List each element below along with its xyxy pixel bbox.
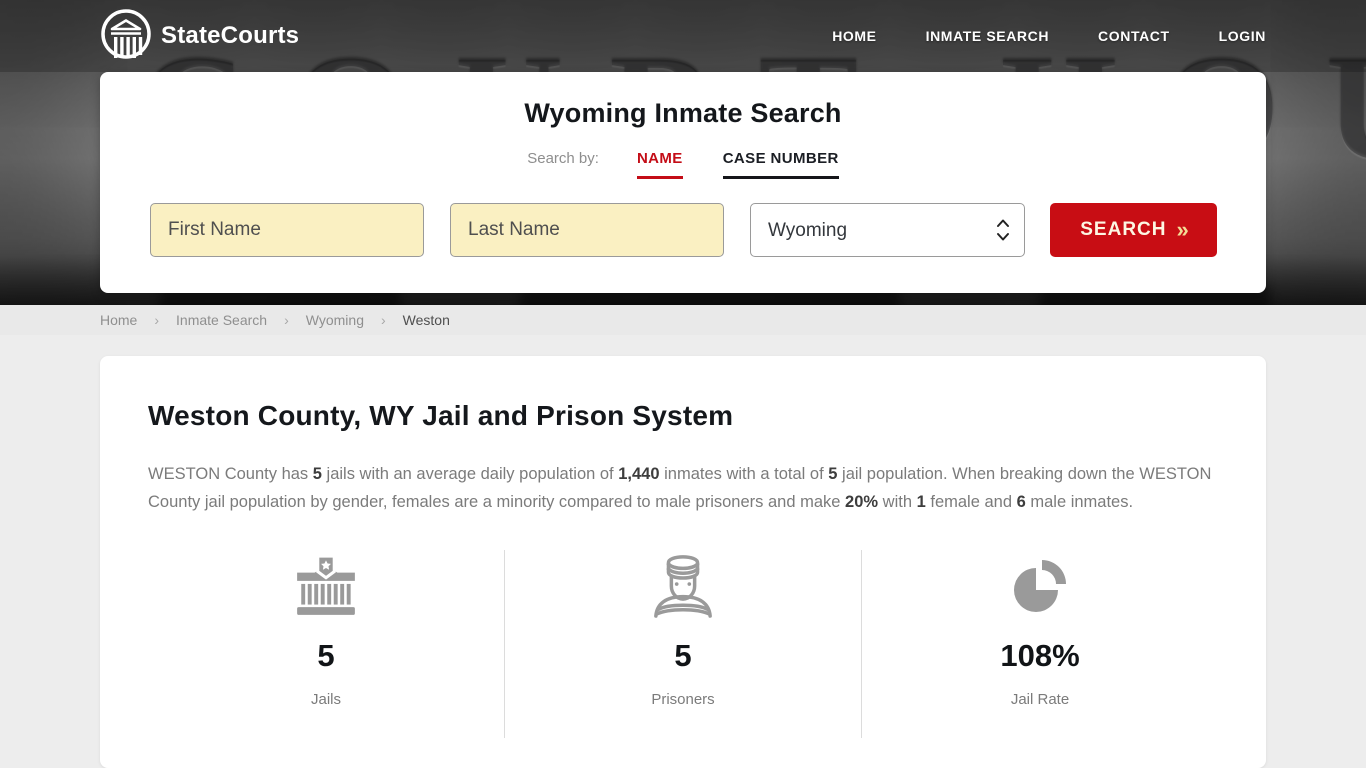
breadcrumb-separator: › [284,312,289,328]
stat-jail-rate-label: Jail Rate [1010,691,1070,708]
search-form: Wyoming SEARCH » [150,203,1217,257]
tab-case-number[interactable]: CASE NUMBER [722,150,839,179]
top-navbar: StateCourts HOME INMATE SEARCH CONTACT L… [0,0,1366,72]
prisoner-icon [505,554,861,618]
brand-name: StateCourts [161,22,300,49]
stat-jail-rate: 108% Jail Rate [861,550,1218,738]
jail-building-icon [148,554,504,618]
breadcrumb-separator: › [154,312,160,328]
breadcrumb-home[interactable]: Home [100,312,138,328]
state-select-wrap: Wyoming [750,203,1025,257]
nav-item-login[interactable]: LOGIN [1218,28,1266,44]
nav-item-inmate-search[interactable]: INMATE SEARCH [925,28,1050,44]
tab-name[interactable]: NAME [636,150,683,179]
nav-item-contact[interactable]: CONTACT [1098,28,1170,44]
stat-prisoners: 5 Prisoners [504,550,861,738]
search-button-label: SEARCH [1080,219,1167,240]
page-title: Weston County, WY Jail and Prison System [148,400,734,431]
stat-jail-rate-value: 108% [1000,638,1080,673]
breadcrumb-wyoming[interactable]: Wyoming [305,312,364,328]
brand-logo[interactable]: StateCourts [100,8,299,65]
pie-chart-icon [862,554,1218,618]
stat-jails: 5 Jails [148,550,504,738]
double-chevron-right-icon: » [1176,217,1188,242]
search-by-tabs: Search by: NAME CASE NUMBER [100,150,1266,179]
county-summary-paragraph: WESTON County has 5 jails with an averag… [148,465,1212,511]
courthouse-columns-icon [100,8,152,65]
hero-header: COURT·HOUSE StateCourts HOME [0,0,1366,305]
stat-prisoners-label: Prisoners [651,691,715,708]
breadcrumb-inmate-search[interactable]: Inmate Search [176,312,268,328]
state-select[interactable]: Wyoming [750,203,1025,257]
last-name-input[interactable] [450,203,724,257]
search-button[interactable]: SEARCH » [1050,203,1217,257]
first-name-input[interactable] [150,203,424,257]
county-stats: 5 Jails 5 [148,550,1218,738]
inmate-search-card: Wyoming Inmate Search Search by: NAME CA… [100,72,1266,293]
breadcrumb: Home › Inmate Search › Wyoming › Weston [0,305,1366,335]
stat-jails-value: 5 [317,638,335,673]
nav-menu: HOME INMATE SEARCH CONTACT LOGIN [832,28,1266,44]
stat-jails-label: Jails [310,691,341,708]
nav-item-home[interactable]: HOME [832,28,877,44]
county-info-card: Weston County, WY Jail and Prison System… [100,356,1266,768]
breadcrumb-separator: › [381,312,386,328]
search-card-title: Wyoming Inmate Search [524,98,842,128]
breadcrumb-current-weston: Weston [402,312,450,328]
stat-prisoners-value: 5 [674,638,692,673]
search-by-label: Search by: [527,150,599,167]
